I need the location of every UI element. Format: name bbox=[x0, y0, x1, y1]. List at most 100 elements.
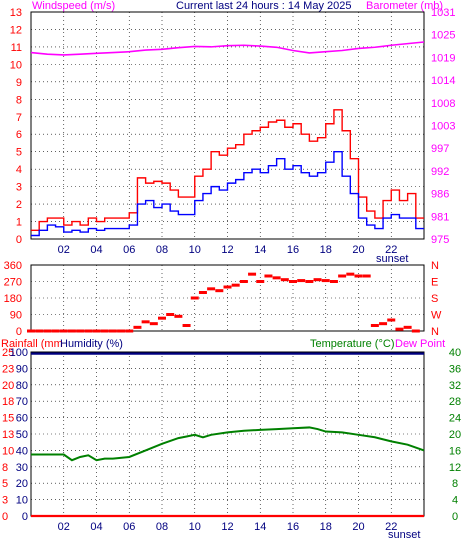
direction-point bbox=[125, 329, 134, 333]
temperature-y-axis: 0 4 8 12 16 20 24 28 32 36 40 bbox=[449, 347, 461, 523]
windspeed-tick-label: 8 bbox=[16, 94, 22, 106]
barometer-tick-label: 1019 bbox=[431, 52, 455, 64]
chart-date-title: Current last 24 hours : 14 May 2025 bbox=[176, 0, 351, 12]
panel2-series bbox=[27, 272, 420, 333]
windspeed-tick-label: 4 bbox=[16, 164, 22, 176]
x-tick-label: 10 bbox=[189, 521, 201, 533]
humidity-tick-label: 0 bbox=[22, 511, 28, 523]
barometer-tick-label: 1031 bbox=[431, 7, 455, 19]
direction-point bbox=[158, 316, 166, 320]
direction-tick-label: 360 bbox=[4, 260, 22, 272]
direction-point bbox=[166, 313, 175, 316]
x-tick-label: 06 bbox=[123, 521, 135, 533]
direction-point bbox=[395, 327, 404, 331]
rainfall-tick-label: 18 bbox=[2, 396, 14, 408]
direction-point bbox=[305, 280, 314, 283]
direction-point bbox=[248, 272, 257, 276]
x-tick-label: 20 bbox=[352, 244, 364, 256]
temperature-tick-label: 36 bbox=[449, 363, 461, 375]
humidity-tick-label: 90 bbox=[16, 363, 28, 375]
humidity-tick-label: 80 bbox=[16, 380, 28, 392]
humidity-tick-label: 70 bbox=[16, 396, 28, 408]
direction-point bbox=[338, 274, 347, 278]
windspeed-tick-label: 1 bbox=[16, 217, 22, 229]
barometer-tick-label: 981 bbox=[431, 211, 449, 223]
x-tick-label: 22 bbox=[385, 521, 397, 533]
direction-point bbox=[92, 329, 101, 333]
direction-point bbox=[289, 280, 297, 283]
direction-point bbox=[182, 324, 191, 327]
direction-point bbox=[346, 272, 355, 276]
x-tick-label: 12 bbox=[221, 521, 233, 533]
x-tick-label: 02 bbox=[58, 244, 70, 256]
barometer-y-axis: 975 981 986 992 997 1003 1008 1014 1019 1025 1031 bbox=[431, 7, 455, 246]
panel3-x-axis: 02 04 06 08 10 12 14 16 18 20 22 bbox=[58, 521, 398, 533]
rainfall-tick-label: 10 bbox=[2, 445, 14, 457]
windspeed-tick-label: 2 bbox=[16, 199, 22, 211]
temperature-tick-label: 32 bbox=[449, 380, 461, 392]
direction-point bbox=[362, 274, 371, 278]
x-tick-label: 08 bbox=[156, 244, 168, 256]
windspeed-tick-label: 12 bbox=[10, 24, 22, 36]
direction-point bbox=[51, 329, 60, 333]
humidity-tick-label: 50 bbox=[16, 429, 28, 441]
rainfall-tick-label: 20 bbox=[2, 380, 14, 392]
direction-point bbox=[198, 291, 207, 294]
temperature-tick-label: 28 bbox=[449, 396, 461, 408]
compass-tick-label: N bbox=[431, 260, 439, 272]
direction-point bbox=[239, 280, 248, 283]
x-tick-label: 20 bbox=[352, 521, 364, 533]
temperature-tick-label: 16 bbox=[449, 445, 461, 457]
x-tick-label: 16 bbox=[287, 244, 299, 256]
temperature-tick-label: 24 bbox=[449, 413, 461, 425]
direction-point bbox=[264, 274, 273, 278]
temperature-tick-label: 4 bbox=[452, 495, 458, 507]
direction-point bbox=[379, 322, 388, 326]
direction-point bbox=[370, 324, 379, 327]
compass-tick-label: W bbox=[431, 310, 442, 322]
x-tick-label: 04 bbox=[90, 521, 102, 533]
direction-point bbox=[256, 280, 265, 283]
direction-point bbox=[133, 325, 142, 329]
temperature-tick-label: 0 bbox=[452, 511, 458, 523]
direction-tick-label: 270 bbox=[4, 277, 22, 289]
average-windspeed-line bbox=[31, 150, 424, 237]
direction-tick-label: 0 bbox=[16, 326, 22, 338]
windspeed-tick-label: 6 bbox=[16, 129, 22, 141]
rainfall-title: Rainfall (mm bbox=[1, 338, 63, 350]
x-tick-label: 18 bbox=[320, 521, 332, 533]
barometer-tick-label: 1014 bbox=[431, 75, 455, 87]
rainfall-tick-label: 25 bbox=[2, 347, 14, 359]
direction-point bbox=[174, 314, 183, 318]
direction-point bbox=[321, 279, 330, 283]
direction-point bbox=[272, 276, 281, 280]
x-tick-label: 04 bbox=[90, 244, 102, 256]
windspeed-title: Windspeed (m/s) bbox=[32, 0, 115, 12]
x-tick-label: 12 bbox=[221, 244, 233, 256]
direction-point bbox=[223, 285, 232, 289]
rainfall-tick-label: 5 bbox=[2, 478, 8, 490]
temperature-line bbox=[31, 426, 425, 462]
direction-point bbox=[84, 329, 93, 333]
barometer-tick-label: 992 bbox=[431, 166, 449, 178]
x-tick-label: 16 bbox=[287, 521, 299, 533]
humidity-title: Humidity (%) bbox=[60, 338, 123, 350]
direction-point bbox=[27, 329, 35, 333]
direction-point bbox=[354, 274, 363, 278]
panel1-series bbox=[30, 41, 425, 237]
rainfall-tick-label: 8 bbox=[2, 462, 8, 474]
rainfall-tick-label: 13 bbox=[2, 429, 14, 441]
barometer-tick-label: 1025 bbox=[431, 30, 455, 42]
direction-point bbox=[297, 279, 306, 283]
panel1-x-axis: 02 04 06 08 10 12 14 16 18 20 22 bbox=[58, 244, 398, 256]
direction-point bbox=[76, 329, 85, 333]
windspeed-tick-label: 11 bbox=[11, 42, 22, 54]
direction-point bbox=[387, 318, 396, 322]
barometer-tick-label: 1008 bbox=[431, 98, 455, 110]
direction-tick-label: 90 bbox=[10, 310, 22, 322]
